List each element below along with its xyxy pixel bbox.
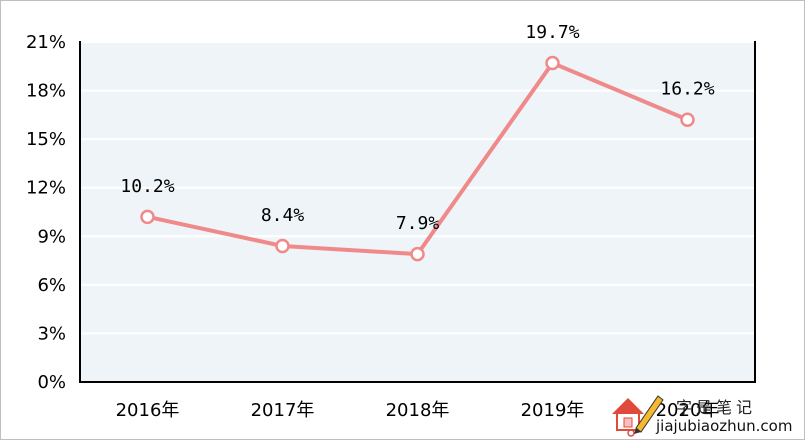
x-axis: 2016年 2017年 2018年 2019年 2020年 — [116, 400, 720, 421]
y-tick-label: 9% — [37, 226, 66, 247]
y-tick-label: 3% — [37, 323, 66, 344]
data-label: 19.7% — [525, 22, 579, 43]
x-tick-label: 2016年 — [116, 400, 180, 421]
data-label: 7.9% — [396, 213, 440, 234]
data-point — [680, 112, 695, 127]
house-pencil-logo-icon — [612, 395, 664, 437]
data-point — [140, 209, 155, 225]
gridlines — [81, 41, 754, 335]
y-tick-label: 21% — [26, 32, 66, 53]
y-tick-label: 0% — [37, 372, 66, 393]
data-points — [140, 55, 695, 262]
y-tick-label: 18% — [26, 81, 66, 102]
data-label: 16.2% — [660, 79, 714, 100]
watermark-url: jiajubiaozhun.com — [656, 417, 793, 435]
watermark: 字是笔记 jiajubiaozhun.com — [606, 388, 802, 438]
data-label: 8.4% — [261, 205, 305, 226]
data-point — [410, 246, 425, 262]
data-point — [275, 238, 290, 254]
y-tick-label: 12% — [26, 178, 66, 199]
data-point — [545, 55, 560, 71]
plot-area — [79, 41, 756, 383]
x-tick-label: 2020年 — [656, 400, 720, 421]
data-label: 10.2% — [120, 176, 174, 197]
watermark-title: 字是笔记 — [676, 398, 757, 417]
x-tick-label: 2019年 — [521, 400, 585, 421]
data-labels: 10.2% 8.4% 7.9% 19.7% 16.2% — [120, 22, 714, 234]
x-tick-label: 2017年 — [251, 400, 315, 421]
y-tick-label: 15% — [26, 129, 66, 150]
y-tick-label: 6% — [37, 275, 66, 296]
y-axis: 0% 3% 6% 9% 12% 15% 18% 21% — [26, 32, 66, 393]
x-tick-label: 2018年 — [386, 400, 450, 421]
